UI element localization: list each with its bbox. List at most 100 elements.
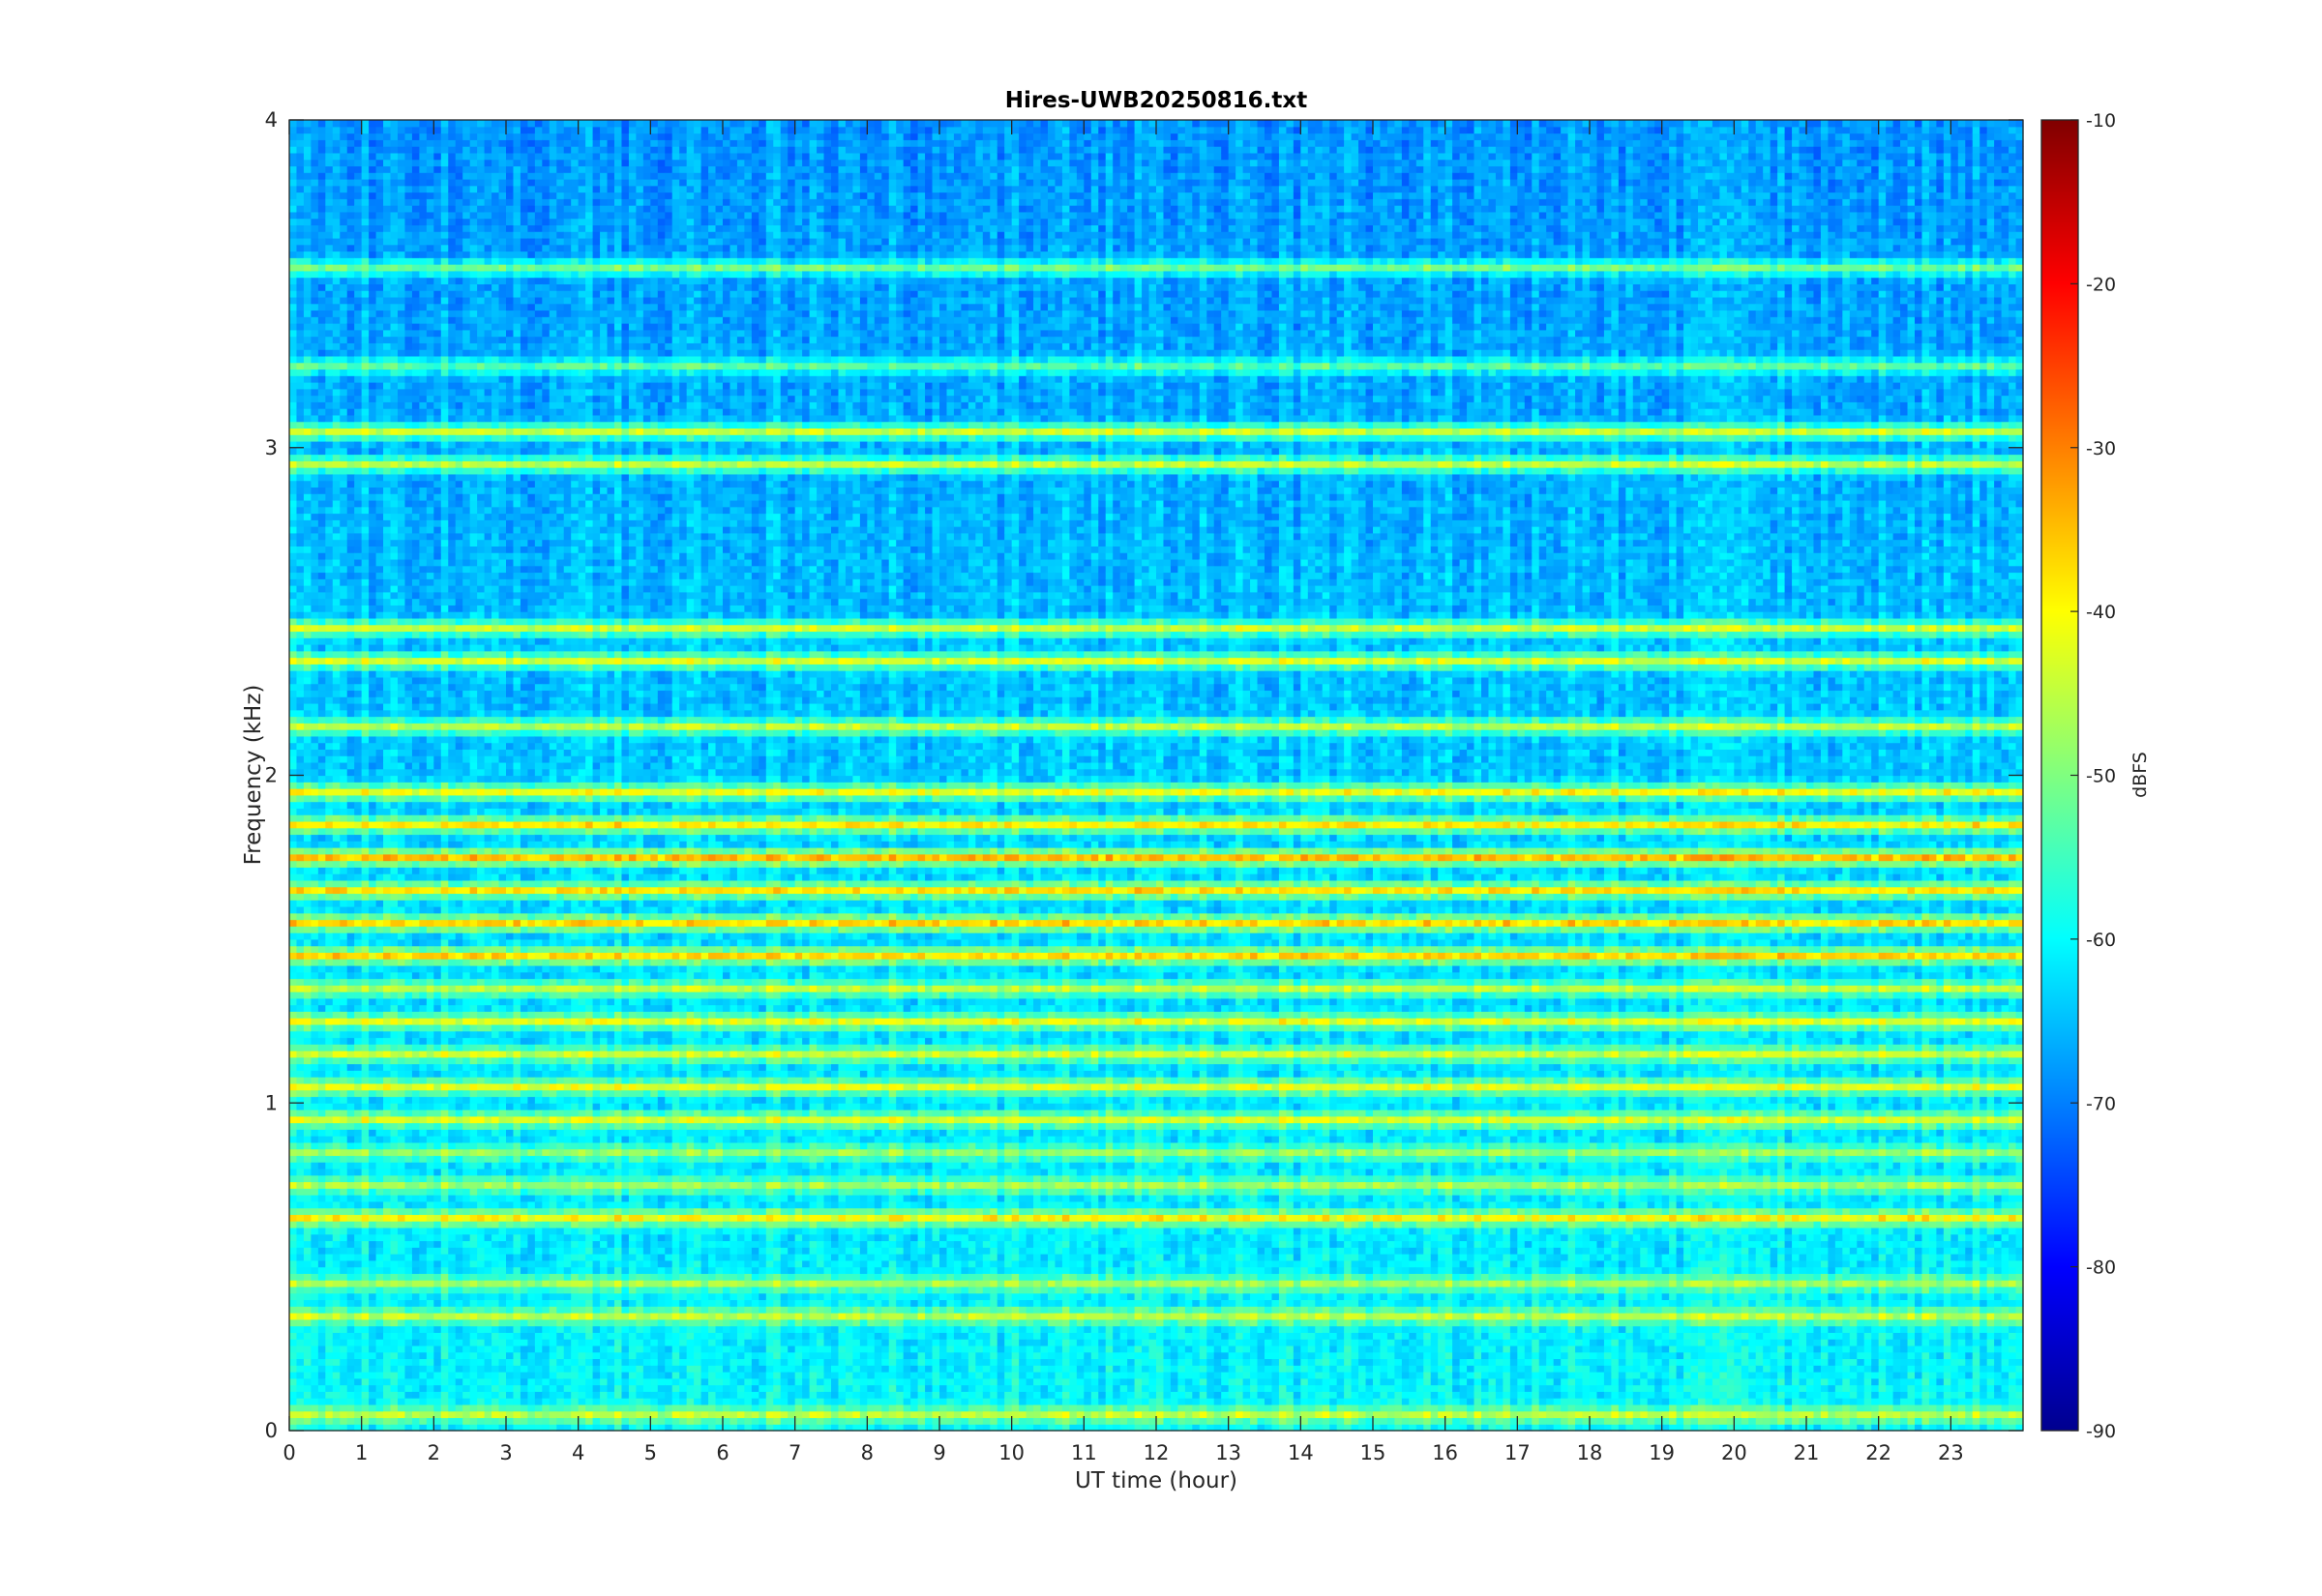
heatmap-cell [383, 566, 391, 573]
heatmap-cell [404, 514, 412, 520]
heatmap-cell [318, 1175, 326, 1182]
heatmap-cell [354, 460, 362, 467]
heatmap-cell [347, 959, 355, 965]
heatmap-cell [362, 1011, 370, 1018]
heatmap-cell [391, 1057, 399, 1064]
heatmap-cell [383, 500, 391, 507]
heatmap-cell [304, 316, 312, 323]
heatmap-cell [369, 755, 376, 762]
heatmap-cell [304, 1031, 312, 1038]
heatmap-cell [325, 611, 333, 618]
heatmap-cell [289, 1339, 297, 1345]
heatmap-cell [383, 1044, 391, 1050]
heatmap-cell [304, 841, 312, 847]
heatmap-cell [333, 952, 341, 959]
heatmap-cell [404, 369, 412, 375]
heatmap-cell [304, 133, 312, 140]
heatmap-cell [354, 985, 362, 991]
heatmap-cell [340, 1365, 347, 1372]
heatmap-cell [398, 1404, 405, 1411]
heatmap-cell [362, 198, 370, 205]
heatmap-cell [347, 873, 355, 880]
heatmap-cell [398, 900, 405, 906]
heatmap-cell [383, 172, 391, 179]
heatmap-cell [325, 906, 333, 913]
heatmap-cell [369, 212, 376, 219]
heatmap-cell [304, 802, 312, 809]
heatmap-cell [304, 337, 312, 343]
heatmap-cell [391, 1064, 399, 1071]
heatmap-cell [333, 854, 341, 861]
heatmap-cell [383, 1050, 391, 1057]
heatmap-cell [296, 526, 304, 533]
heatmap-cell [311, 946, 318, 953]
heatmap-cell [404, 1404, 412, 1411]
heatmap-cell [311, 1227, 318, 1234]
heatmap-cell [362, 743, 370, 750]
heatmap-cell [289, 618, 297, 625]
heatmap-cell [404, 481, 412, 488]
heatmap-cell [354, 192, 362, 199]
heatmap-cell [398, 1339, 405, 1345]
heatmap-cell [333, 205, 341, 212]
heatmap-cell [304, 1286, 312, 1293]
heatmap-cell [354, 1227, 362, 1234]
heatmap-cell [404, 900, 412, 906]
heatmap-cell [404, 939, 412, 946]
heatmap-cell [362, 1293, 370, 1300]
heatmap-cell [362, 330, 370, 337]
heatmap-cell [304, 1227, 312, 1234]
heatmap-cell [325, 481, 333, 488]
heatmap-cell [391, 991, 399, 998]
heatmap-cell [383, 1109, 391, 1116]
heatmap-cell [383, 1339, 391, 1345]
heatmap-cell [376, 1293, 384, 1300]
heatmap-cell [347, 749, 355, 755]
heatmap-cell [369, 1024, 376, 1031]
heatmap-cell [369, 1188, 376, 1195]
heatmap-cell [383, 297, 391, 304]
heatmap-cell [289, 1201, 297, 1208]
heatmap-cell [289, 474, 297, 481]
heatmap-cell [404, 1306, 412, 1313]
heatmap-cell [398, 1352, 405, 1359]
heatmap-cell [325, 1326, 333, 1333]
heatmap-cell [369, 1096, 376, 1103]
heatmap-cell [354, 1214, 362, 1221]
heatmap-cell [304, 1221, 312, 1227]
heatmap-cell [325, 1038, 333, 1045]
heatmap-cell [304, 481, 312, 488]
heatmap-cell [333, 1319, 341, 1326]
heatmap-cell [354, 1385, 362, 1392]
heatmap-cell [333, 389, 341, 396]
heatmap-cell [289, 854, 297, 861]
heatmap-cell [398, 1011, 405, 1018]
heatmap-cell [340, 979, 347, 986]
heatmap-cell [398, 710, 405, 717]
heatmap-cell [325, 893, 333, 900]
heatmap-cell [398, 631, 405, 637]
heatmap-cell [376, 1123, 384, 1130]
heatmap-cell [289, 1142, 297, 1149]
heatmap-cell [383, 1313, 391, 1319]
heatmap-cell [376, 460, 384, 467]
heatmap-cell [333, 1201, 341, 1208]
heatmap-cell [318, 474, 326, 481]
heatmap-cell [340, 375, 347, 382]
heatmap-cell [318, 1168, 326, 1175]
heatmap-cell [404, 363, 412, 369]
heatmap-cell [325, 369, 333, 375]
heatmap-cell [362, 998, 370, 1005]
heatmap-cell [340, 212, 347, 219]
heatmap-cell [347, 474, 355, 481]
heatmap-cell [347, 834, 355, 841]
heatmap-cell [289, 972, 297, 979]
heatmap-cell [376, 1044, 384, 1050]
heatmap-cell [304, 1011, 312, 1018]
heatmap-cell [347, 304, 355, 310]
heatmap-cell [391, 979, 399, 986]
heatmap-cell [325, 1332, 333, 1339]
heatmap-cell [325, 873, 333, 880]
heatmap-cell [391, 736, 399, 743]
heatmap-cell [398, 198, 405, 205]
